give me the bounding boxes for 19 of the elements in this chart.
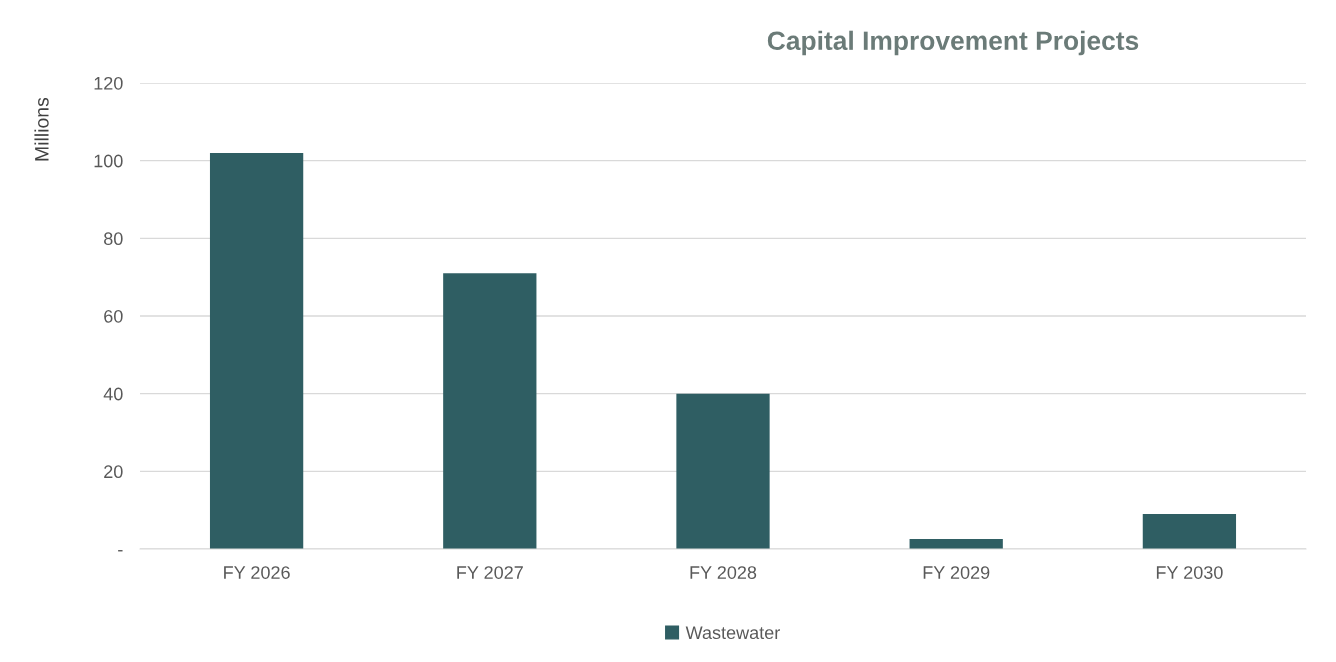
y-tick-label: 40 (103, 387, 123, 401)
y-axis-title: Millions (34, 97, 49, 161)
x-tick-label: FY 2027 (457, 566, 523, 579)
y-tick-label: 60 (104, 309, 123, 323)
x-tick-label: FY 2030 (1156, 566, 1223, 579)
x-tick-label: FY 2029 (923, 566, 990, 579)
y-tick-label: 20 (104, 465, 123, 479)
bar (1142, 514, 1237, 549)
legend-label: Wastewater (685, 626, 780, 640)
y-tick-label: 80 (104, 232, 123, 246)
bar (209, 152, 304, 549)
y-tick-label: 100 (94, 154, 123, 168)
y-tick-label: - (118, 550, 123, 552)
x-tick-label: FY 2026 (224, 566, 290, 579)
y-tick-label: 120 (94, 76, 123, 90)
x-tick-label: FY 2028 (690, 566, 757, 579)
bar (443, 273, 537, 549)
chart-title: Capital Improvement Projects (767, 30, 1139, 56)
bar (676, 393, 770, 549)
